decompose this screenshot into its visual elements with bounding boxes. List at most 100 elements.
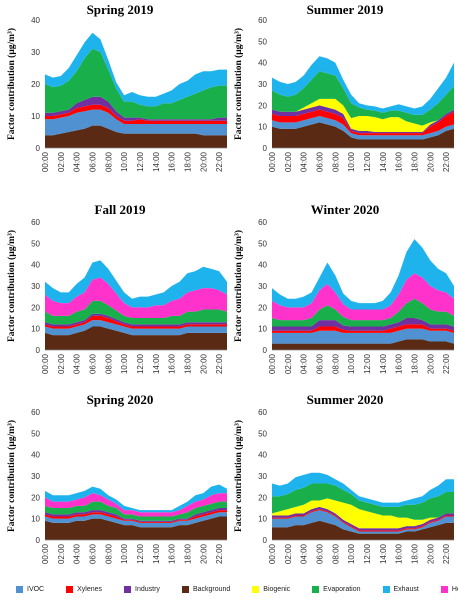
x-tick-label: 04:00 <box>300 353 309 374</box>
chart-panel: Summer 2019 Factor contribution (μg/m³) 0 1… <box>233 2 454 172</box>
x-tick-label: 12:00 <box>363 353 372 374</box>
x-tick-label: 10:00 <box>347 151 356 172</box>
x-tick-label: 14:00 <box>379 151 388 172</box>
x-tick-label: 20:00 <box>199 151 208 172</box>
y-axis-label: Factor contribution (μg/m³) <box>6 28 17 140</box>
area-ivoc <box>45 109 227 136</box>
legend-item-evaporation: Evaporation <box>312 585 361 593</box>
chart-panel: Fall 2019 Factor contribution (μg/m³) 0 10 2… <box>6 202 227 374</box>
y-tick-label: 0 <box>263 536 268 545</box>
legend-swatch <box>16 585 23 593</box>
area-background <box>45 125 227 148</box>
x-tick-label: 00:00 <box>268 353 277 374</box>
y-axis-label: Factor contribution (μg/m³) <box>233 420 244 532</box>
x-tick-label: 12:00 <box>363 543 372 564</box>
legend-item-xylenes: Xylenes <box>66 585 102 593</box>
area-xylenes <box>45 315 227 329</box>
chart-title: Spring 2020 <box>87 392 154 407</box>
legend-label: Industry <box>135 585 160 593</box>
x-tick-label: 00:00 <box>268 543 277 564</box>
y-tick-label: 40 <box>258 261 267 270</box>
chart-panel: Spring 2020 Factor contribution (μg/m³) 0 1… <box>6 392 227 564</box>
x-tick-label: 16:00 <box>168 151 177 172</box>
x-tick-label: 22:00 <box>215 543 224 564</box>
y-axis-label: Factor contribution (μg/m³) <box>233 230 244 342</box>
x-tick-label: 10:00 <box>120 151 129 172</box>
area-ivoc <box>45 512 227 528</box>
y-tick-label: 20 <box>258 493 267 502</box>
y-tick-label: 20 <box>258 101 267 110</box>
x-tick-label: 08:00 <box>331 543 340 564</box>
x-tick-label: 18:00 <box>183 543 192 564</box>
y-tick-label: 10 <box>31 515 40 524</box>
y-tick-label: 10 <box>258 123 267 132</box>
y-tick-label: 40 <box>258 59 267 68</box>
y-tick-label: 0 <box>263 346 268 355</box>
chart-title: Winter 2020 <box>311 202 380 217</box>
x-tick-label: 02:00 <box>57 151 66 172</box>
legend-item-ivoc: IVOC <box>16 585 44 593</box>
x-tick-label: 08:00 <box>331 151 340 172</box>
x-tick-label: 18:00 <box>410 353 419 374</box>
x-tick-label: 16:00 <box>168 353 177 374</box>
x-tick-label: 14:00 <box>379 353 388 374</box>
x-tick-label: 10:00 <box>347 353 356 374</box>
y-tick-label: 10 <box>258 325 267 334</box>
chart-title: Summer 2019 <box>307 2 384 17</box>
area-evaporation <box>45 48 227 120</box>
x-tick-label: 18:00 <box>183 151 192 172</box>
y-tick-label: 50 <box>258 429 267 438</box>
legend-item-heating: Heating <box>440 585 458 593</box>
legend-label: Background <box>192 585 231 593</box>
y-tick-label: 30 <box>258 282 267 291</box>
x-tick-label: 12:00 <box>136 353 145 374</box>
x-tick-label: 20:00 <box>199 353 208 374</box>
y-tick-label: 40 <box>31 451 40 460</box>
y-tick-label: 40 <box>258 451 267 460</box>
chart-title: Summer 2020 <box>307 392 384 407</box>
x-tick-label: 04:00 <box>73 543 82 564</box>
x-tick-label: 10:00 <box>120 353 129 374</box>
x-tick-label: 20:00 <box>426 151 435 172</box>
legend-swatch <box>312 585 320 593</box>
area-industry <box>45 313 227 327</box>
legend-swatch <box>181 585 189 593</box>
legend-swatch <box>124 585 132 593</box>
y-tick-label: 0 <box>263 144 268 153</box>
x-tick-label: 02:00 <box>57 353 66 374</box>
area-evaporation <box>45 501 227 521</box>
area-biogenic <box>272 498 454 529</box>
area-evaporation <box>45 300 227 325</box>
y-tick-label: 10 <box>31 112 40 121</box>
area-evaporation <box>272 298 454 327</box>
y-tick-label: 30 <box>31 472 40 481</box>
legend-label: Heating <box>451 585 458 593</box>
y-tick-label: 60 <box>258 408 267 417</box>
x-tick-label: 00:00 <box>268 151 277 172</box>
area-background <box>272 520 454 540</box>
x-tick-label: 00:00 <box>41 353 50 374</box>
x-tick-label: 22:00 <box>442 353 451 374</box>
x-tick-label: 04:00 <box>300 151 309 172</box>
x-tick-label: 06:00 <box>88 151 97 172</box>
area-industry <box>272 318 454 331</box>
x-tick-label: 22:00 <box>215 151 224 172</box>
area-ivoc <box>45 320 227 336</box>
y-tick-label: 30 <box>258 80 267 89</box>
area-ivoc <box>272 116 454 140</box>
x-tick-label: 16:00 <box>395 353 404 374</box>
x-tick-label: 16:00 <box>395 151 404 172</box>
area-xylenes <box>272 109 454 136</box>
x-tick-label: 02:00 <box>57 543 66 564</box>
y-tick-label: 60 <box>31 408 40 417</box>
x-tick-label: 06:00 <box>315 353 324 374</box>
y-axis-label: Factor contribution (μg/m³) <box>233 28 244 140</box>
x-tick-label: 22:00 <box>442 151 451 172</box>
x-tick-label: 02:00 <box>284 353 293 374</box>
x-tick-label: 20:00 <box>199 543 208 564</box>
y-tick-label: 20 <box>31 493 40 502</box>
chart-panel: Winter 2020 Factor contribution (μg/m³) 0 1… <box>233 202 454 374</box>
y-tick-label: 30 <box>31 48 40 57</box>
y-tick-label: 40 <box>31 16 40 25</box>
area-evaporation <box>272 483 454 520</box>
